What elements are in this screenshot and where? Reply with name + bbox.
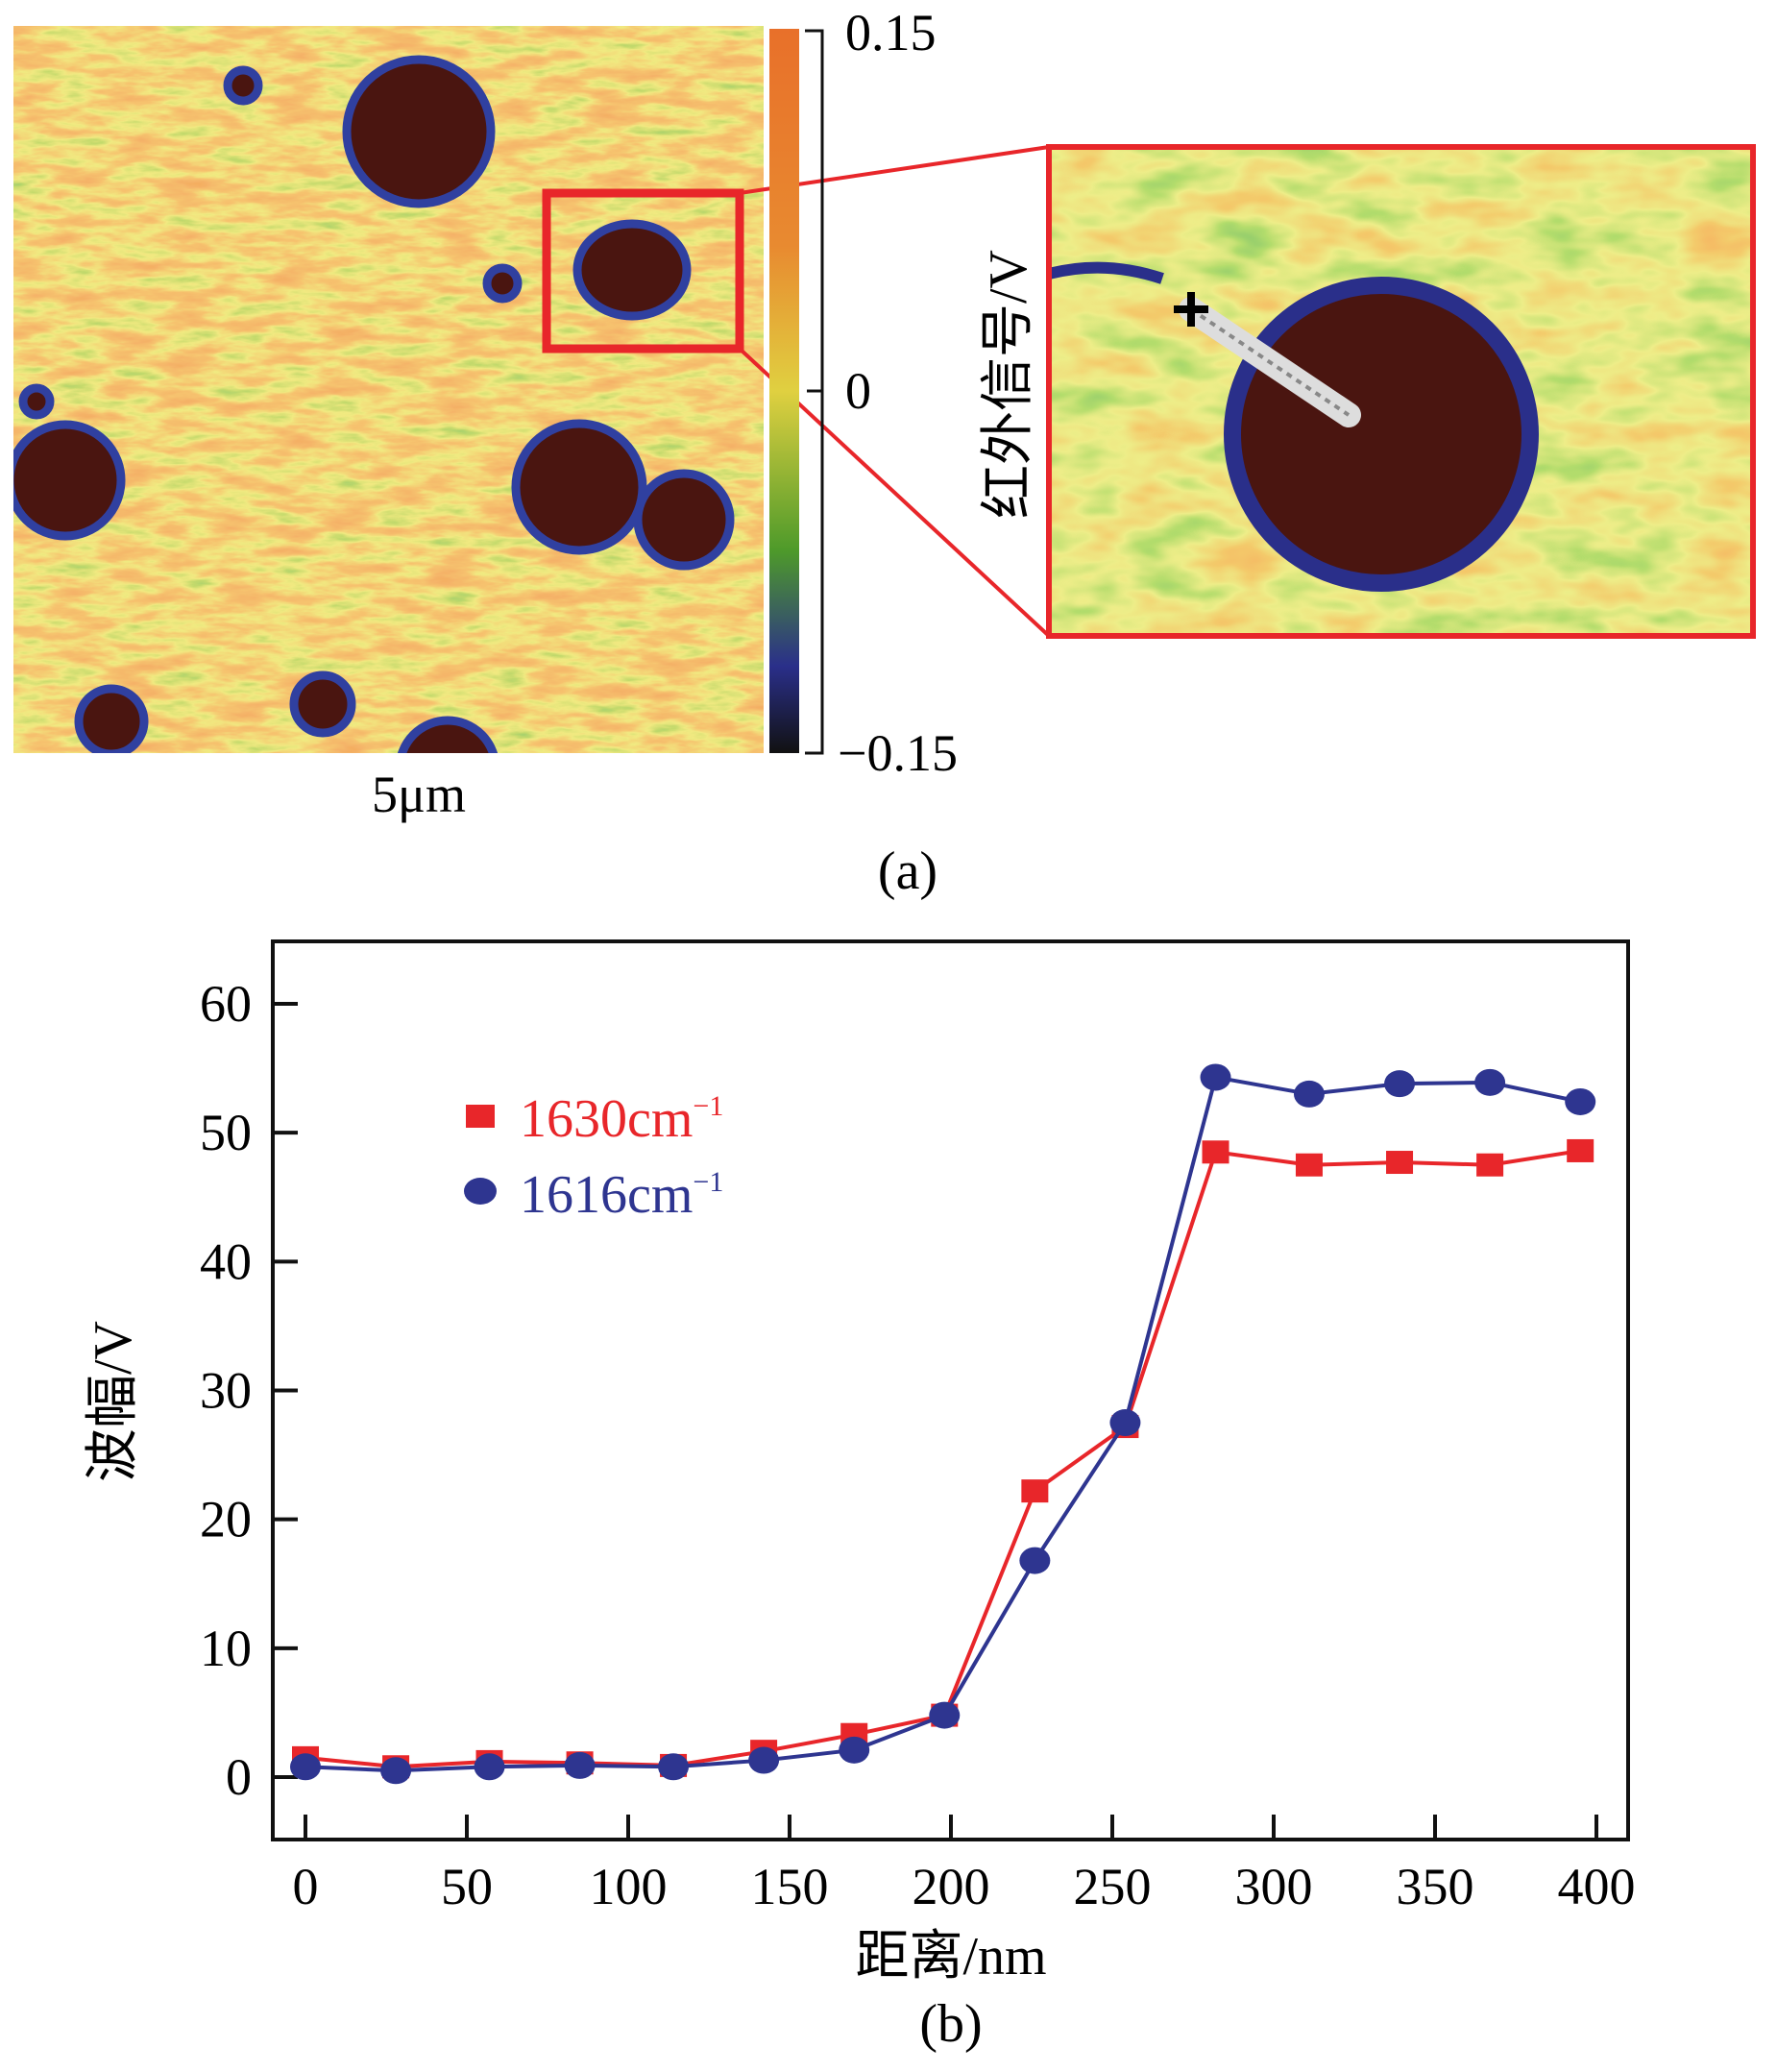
- y-tick-label: 0: [226, 1748, 252, 1806]
- data-point: [564, 1751, 596, 1779]
- panel-a-label: (a): [878, 841, 937, 901]
- data-point: [380, 1757, 412, 1785]
- data-point: [839, 1736, 870, 1764]
- highlight-box: [542, 188, 744, 353]
- data-point: [290, 1753, 321, 1781]
- data-point: [929, 1701, 961, 1729]
- series-1616cm: [290, 1063, 1596, 1785]
- line-chart: 0 50 100 150 200 250 300 350 400 0 10 20 30 40 50 60 16…: [84, 939, 1636, 1987]
- y-tick-label: 50: [200, 1104, 252, 1161]
- data-point: [748, 1746, 780, 1774]
- data-point: [1565, 1087, 1596, 1115]
- particle: [397, 716, 499, 753]
- particle: [18, 383, 55, 420]
- colorbar-mid-label: 0: [845, 362, 871, 420]
- scale-bar-label: 5μm: [372, 766, 466, 823]
- particle: [289, 670, 356, 738]
- data-point: [1384, 1070, 1416, 1098]
- series-1630cm: [292, 1138, 1594, 1779]
- x-tick-label: 300: [1235, 1858, 1313, 1915]
- colorbar: [769, 29, 799, 753]
- x-tick-label: 350: [1397, 1858, 1474, 1915]
- data-point: [474, 1753, 505, 1781]
- x-tick-label: 250: [1074, 1858, 1152, 1915]
- data-point: [1476, 1153, 1504, 1177]
- particle: [572, 219, 692, 321]
- y-tick-label: 30: [200, 1362, 252, 1420]
- x-tick-label: 100: [590, 1858, 668, 1915]
- data-point: [1109, 1409, 1141, 1437]
- x-tick-label: 150: [751, 1858, 829, 1915]
- data-point: [1567, 1138, 1594, 1162]
- data-point: [1202, 1140, 1229, 1164]
- data-point: [1295, 1153, 1323, 1177]
- colorbar-bracket: [805, 29, 824, 755]
- data-point: [1019, 1547, 1051, 1574]
- particle: [13, 420, 126, 541]
- data-point: [1293, 1080, 1325, 1108]
- y-tick-label: 20: [200, 1491, 252, 1548]
- x-tick-label: 400: [1558, 1858, 1636, 1915]
- crosshair-icon: [1174, 292, 1208, 327]
- colorbar-label: 红外信号/V: [979, 250, 1038, 519]
- data-point: [658, 1753, 690, 1781]
- particle: [633, 469, 735, 571]
- inset-zoom: [1049, 147, 1753, 636]
- legend-marker-1616: [464, 1178, 497, 1205]
- inset-frame: [1046, 144, 1756, 639]
- data-point: [1474, 1068, 1506, 1096]
- particle: [511, 419, 647, 555]
- series-line: [304, 1148, 1581, 1769]
- y-tick-label: 60: [200, 975, 252, 1033]
- particle: [342, 55, 496, 208]
- particle: [223, 65, 263, 106]
- legend-label-1616: 1616cm−1: [520, 1165, 723, 1225]
- legend-marker-1630: [466, 1105, 495, 1128]
- particles: [13, 55, 735, 753]
- panel-b-label: (b): [919, 1994, 982, 2054]
- afm-ir-map: [13, 26, 764, 753]
- x-axis-label: 距离/nm: [855, 1927, 1046, 1987]
- data-point: [1021, 1479, 1049, 1503]
- particle: [482, 263, 523, 304]
- colorbar-max-label: 0.15: [845, 4, 937, 61]
- probe-line: [1174, 292, 1361, 427]
- particle: [74, 684, 149, 753]
- x-tick-label: 0: [293, 1858, 319, 1915]
- colorbar-min-label: −0.15: [838, 724, 958, 782]
- series-line: [304, 1075, 1581, 1773]
- legend-label-1630: 1630cm−1: [520, 1089, 723, 1149]
- data-point: [1200, 1063, 1231, 1091]
- y-tick-label: 10: [200, 1620, 252, 1677]
- x-tick-label: 50: [441, 1858, 493, 1915]
- legend: 1630cm−1 1616cm−1: [464, 1089, 723, 1225]
- x-tick-label: 200: [913, 1858, 990, 1915]
- y-tick-label: 40: [200, 1232, 252, 1290]
- data-point: [1386, 1151, 1414, 1175]
- y-axis-label: 波幅/V: [84, 1321, 143, 1482]
